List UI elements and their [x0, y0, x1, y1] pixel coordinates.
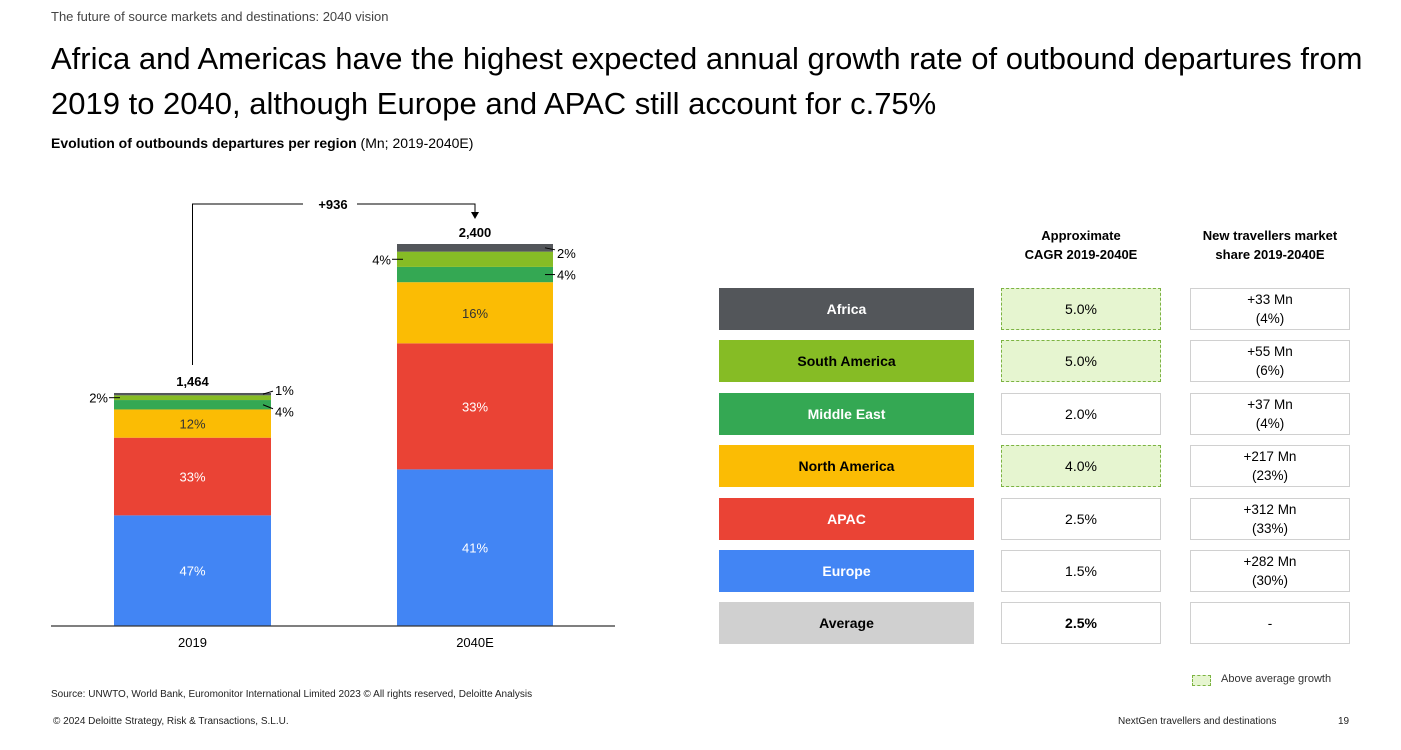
bar-segment-africa: [397, 244, 553, 252]
copyright: © 2024 Deloitte Strategy, Risk & Transac…: [53, 716, 289, 727]
x-tick-label: 2019: [178, 635, 207, 650]
segment-label: 2%: [557, 246, 576, 261]
region-label: Average: [719, 602, 974, 644]
segment-label: 33%: [462, 399, 488, 414]
new-travellers-share: (6%): [1255, 363, 1285, 378]
col-header-share-line2: share 2019-2040E: [1215, 247, 1325, 262]
new-travellers-mn: +217 Mn: [1243, 449, 1297, 464]
new-travellers-mn: -: [1267, 615, 1273, 631]
page-number: 19: [1338, 716, 1350, 727]
slide-title: Africa and Americas have the highest exp…: [51, 41, 1363, 121]
chart-subtitle-bold: Evolution of outbounds departures per re…: [51, 135, 357, 151]
bar-segment-north-america: [114, 409, 271, 438]
segment-label: 4%: [372, 252, 391, 267]
cagr-cell: 1.5%: [1001, 550, 1161, 592]
new-travellers-cell: +55 Mn (6%): [1190, 340, 1350, 382]
new-travellers-cell: +312 Mn (33%): [1190, 498, 1350, 540]
above-average-legend-swatch: [1192, 675, 1211, 686]
total-label: 1,464: [176, 374, 209, 389]
growth-annotation: +936: [318, 197, 347, 212]
new-travellers-share: (33%): [1251, 521, 1288, 536]
new-travellers-mn: +282 Mn: [1243, 554, 1297, 569]
cagr-cell: 4.0%: [1001, 445, 1161, 487]
leader-line: [262, 390, 274, 395]
region-label: Europe: [719, 550, 974, 592]
new-travellers-cell: +282 Mn (30%): [1190, 550, 1350, 592]
section-supertitle: The future of source markets and destina…: [51, 9, 389, 24]
new-travellers-share: (23%): [1251, 468, 1288, 483]
new-travellers-mn: +312 Mn: [1243, 502, 1297, 517]
total-label: 2,400: [459, 225, 492, 240]
cagr-cell: 5.0%: [1001, 288, 1161, 330]
cagr-cell: 5.0%: [1001, 340, 1161, 382]
deck-title: NextGen travellers and destinations: [1118, 716, 1277, 727]
leader-line: [262, 404, 274, 410]
above-average-legend-label: Above average growth: [1221, 673, 1332, 685]
col-header-cagr: Approximate CAGR 2019-2040E: [1001, 226, 1161, 264]
bar-segment-south-america: [397, 251, 553, 267]
stacked-bar-chart: 47% 33% 12% 4% 1% 2% 1,464 2019 41% 33% 16% 4% 2% 4% 2…: [51, 197, 615, 650]
bar-segment-europe: [114, 515, 271, 626]
col-header-cagr-line1: Approximate: [1041, 228, 1121, 243]
segment-label: 47%: [179, 564, 205, 579]
new-travellers-mn: +55 Mn: [1247, 344, 1293, 359]
region-label: Africa: [719, 288, 974, 330]
segment-label: 33%: [179, 470, 205, 485]
segment-label: 41%: [462, 541, 488, 556]
region-label: APAC: [719, 498, 974, 540]
region-label: North America: [719, 445, 974, 487]
new-travellers-mn: +33 Mn: [1247, 292, 1293, 307]
region-label: Middle East: [719, 393, 974, 435]
cagr-cell: 2.5%: [1001, 498, 1161, 540]
new-travellers-cell: +33 Mn (4%): [1190, 288, 1350, 330]
new-travellers-share: (30%): [1251, 573, 1288, 588]
segment-label: 4%: [557, 268, 576, 283]
col-header-share-line1: New travellers market: [1202, 228, 1338, 243]
bar-segment-middle-east: [397, 266, 553, 283]
col-header-share: New travellers market share 2019-2040E: [1180, 226, 1360, 264]
cagr-cell: 2.5%: [1001, 602, 1161, 644]
segment-label: 12%: [179, 417, 205, 432]
new-travellers-cell: -: [1190, 602, 1350, 644]
new-travellers-mn: +37 Mn: [1247, 397, 1293, 412]
new-travellers-cell: +217 Mn (23%): [1190, 445, 1350, 487]
new-travellers-share: (4%): [1255, 311, 1285, 326]
chart-subtitle-units: (Mn; 2019-2040E): [356, 135, 474, 151]
bar-segment-africa: [114, 392, 271, 396]
growth-connector-right: [357, 203, 476, 213]
bar-segment-europe: [397, 469, 553, 626]
bar-segment-apac: [114, 437, 271, 516]
bar-segment-north-america: [397, 282, 553, 344]
segment-label: 2%: [89, 391, 108, 406]
bar-segment-south-america: [114, 395, 271, 401]
segment-label: 16%: [462, 306, 488, 321]
arrow-head-icon: [471, 212, 479, 219]
growth-connector-left: [192, 203, 303, 365]
bar-segment-middle-east: [114, 400, 271, 410]
cagr-cell: 2.0%: [1001, 393, 1161, 435]
segment-label: 1%: [275, 383, 294, 398]
new-travellers-share: (4%): [1255, 416, 1285, 431]
region-label: South America: [719, 340, 974, 382]
source-note: Source: UNWTO, World Bank, Euromonitor I…: [51, 689, 533, 700]
bar-segment-apac: [397, 343, 553, 470]
col-header-cagr-line2: CAGR 2019-2040E: [1024, 247, 1138, 262]
chart-subtitle: Evolution of outbounds departures per re…: [51, 135, 473, 151]
segment-label: 4%: [275, 405, 294, 420]
new-travellers-cell: +37 Mn (4%): [1190, 393, 1350, 435]
leader-line: [544, 247, 556, 251]
x-tick-label: 2040E: [456, 635, 494, 650]
